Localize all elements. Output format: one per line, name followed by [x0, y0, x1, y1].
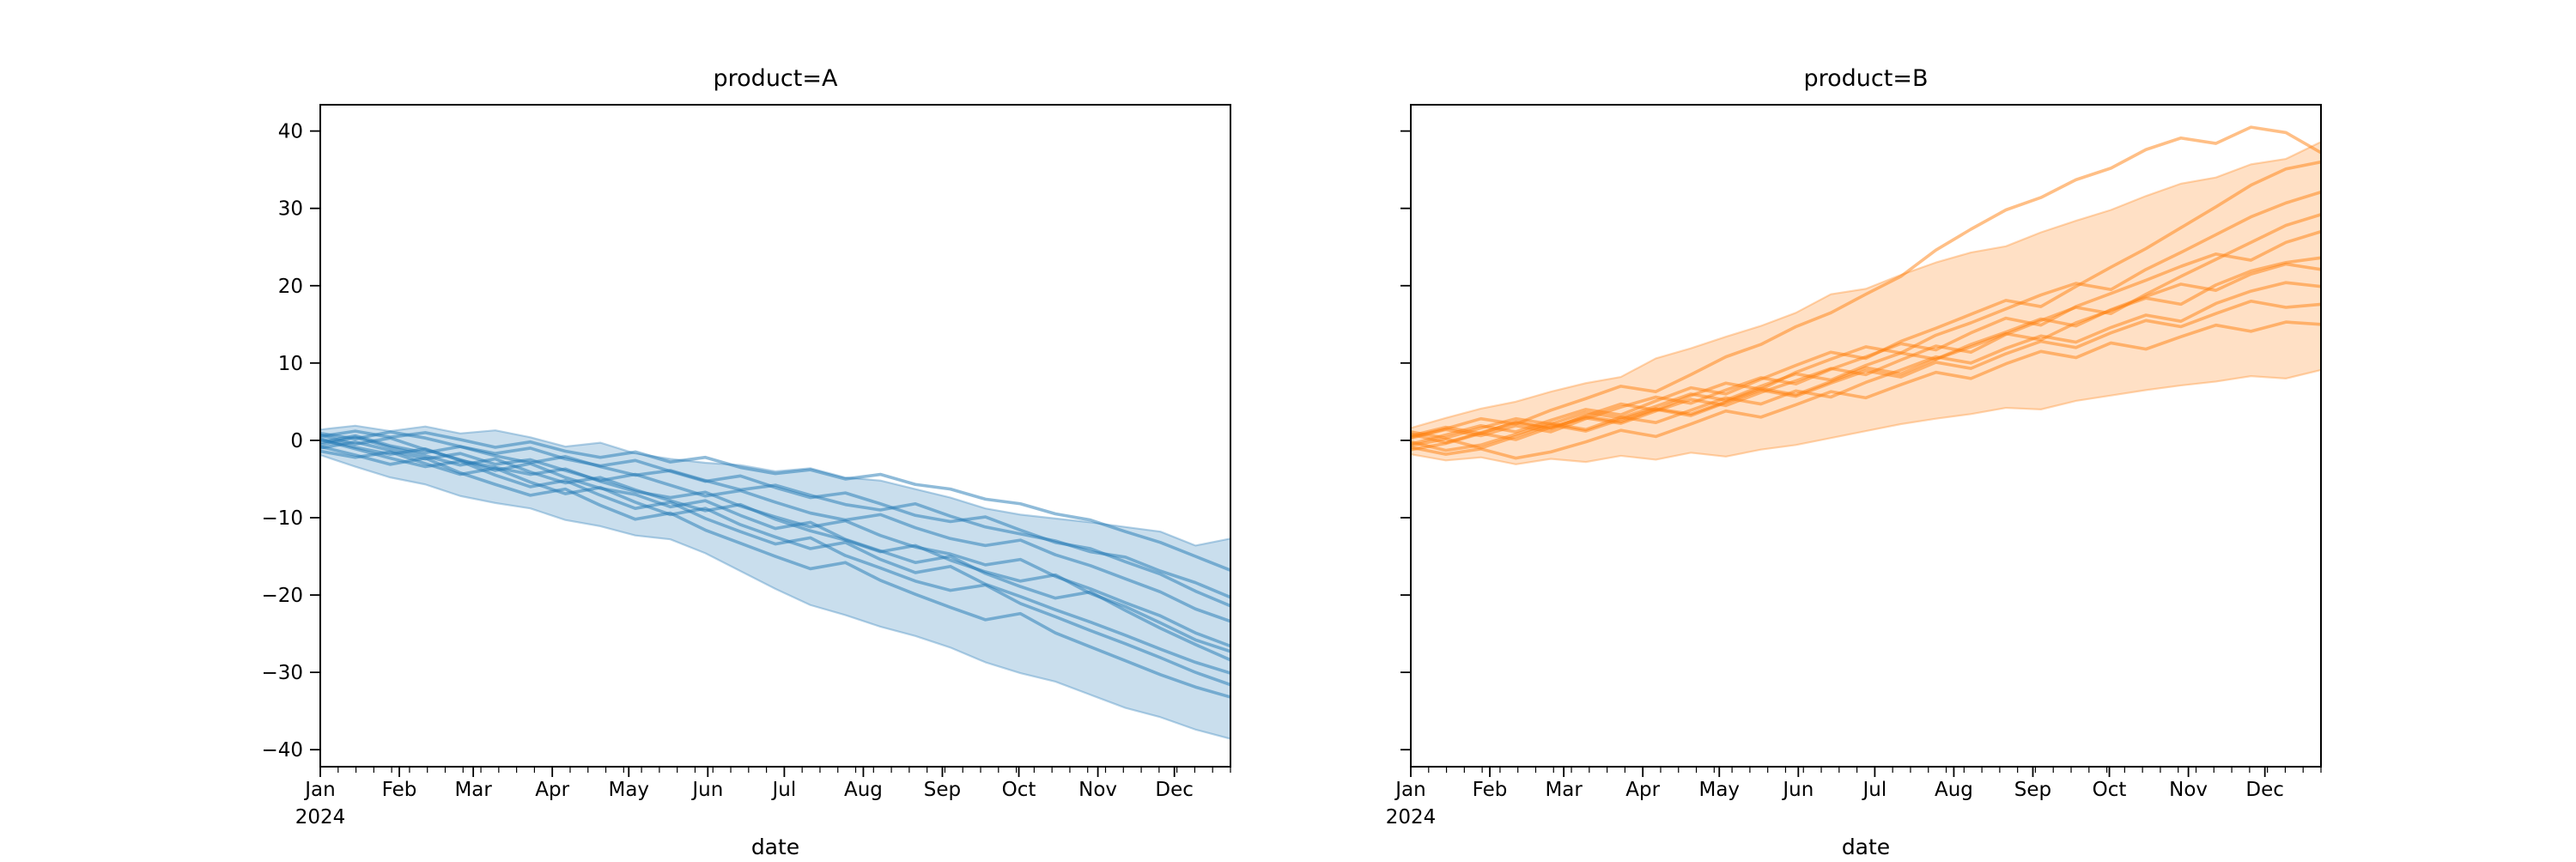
x-tick-label: Sep — [924, 779, 961, 801]
x-tick-label: Jul — [1862, 779, 1887, 801]
y-tick-label: −30 — [261, 662, 303, 684]
series-line-0 — [1411, 125, 2321, 440]
x-tick-label: Apr — [535, 779, 569, 801]
series-line-8 — [320, 438, 1230, 687]
y-tick-label: −40 — [261, 739, 303, 762]
x-tick-label: May — [1698, 779, 1740, 801]
series-line-9 — [320, 445, 1230, 699]
x-tick-label: Feb — [1473, 779, 1508, 801]
panel-a-xlabel: date — [751, 835, 799, 859]
series-line-8 — [1411, 299, 2321, 438]
y-tick-label: 0 — [290, 430, 303, 452]
x-tick-year-label: 2024 — [295, 806, 346, 829]
x-tick-label: Feb — [382, 779, 417, 801]
series-line-0 — [320, 429, 1230, 573]
x-tick-label: Mar — [454, 779, 492, 801]
x-tick-label: Mar — [1545, 779, 1583, 801]
x-tick-label: Dec — [2245, 779, 2284, 801]
x-tick-label: May — [608, 779, 649, 801]
y-tick-label: −10 — [261, 507, 303, 530]
panel-b-xlabel: date — [1842, 835, 1890, 859]
series-line-3 — [320, 440, 1230, 623]
y-tick-label: 30 — [278, 198, 303, 221]
x-tick-label: Jan — [1394, 779, 1425, 801]
series-line-9 — [1411, 320, 2321, 460]
y-tick-label: 20 — [278, 276, 303, 298]
series-line-7 — [320, 449, 1230, 675]
x-tick-label: Jun — [690, 779, 723, 801]
axes-spine — [1410, 104, 2322, 768]
y-tick-label: −20 — [261, 585, 303, 607]
series-line-6 — [320, 433, 1230, 662]
series-line-2 — [320, 430, 1230, 608]
x-tick-label: Sep — [2014, 779, 2051, 801]
x-tick-label: Jun — [1781, 779, 1814, 801]
x-tick-label: Jan — [303, 779, 335, 801]
x-tick-label: Jul — [771, 779, 797, 801]
min-max-band — [1411, 141, 2321, 465]
series-line-6 — [1411, 262, 2321, 440]
x-tick-label: Oct — [1002, 779, 1036, 801]
x-tick-label: Aug — [1935, 779, 1973, 801]
x-tick-label: Nov — [2169, 779, 2208, 801]
x-tick-label: Oct — [2093, 779, 2127, 801]
y-tick-label: 40 — [278, 121, 303, 143]
panel-a-title: product=A — [714, 65, 838, 92]
x-tick-year-label: 2024 — [1386, 806, 1437, 829]
axes-spine — [319, 104, 1231, 768]
panel-b-title: product=B — [1804, 65, 1929, 92]
panel-1: Jan 2024 Feb Mar Apr May Jun Jul Aug Sep Oct Nov Dec — [1386, 104, 2322, 829]
y-tick-label: 10 — [278, 353, 303, 375]
x-tick-label: Nov — [1078, 779, 1117, 801]
x-tick-label: Aug — [844, 779, 883, 801]
x-tick-label: Apr — [1625, 779, 1660, 801]
x-tick-label: Dec — [1155, 779, 1194, 801]
